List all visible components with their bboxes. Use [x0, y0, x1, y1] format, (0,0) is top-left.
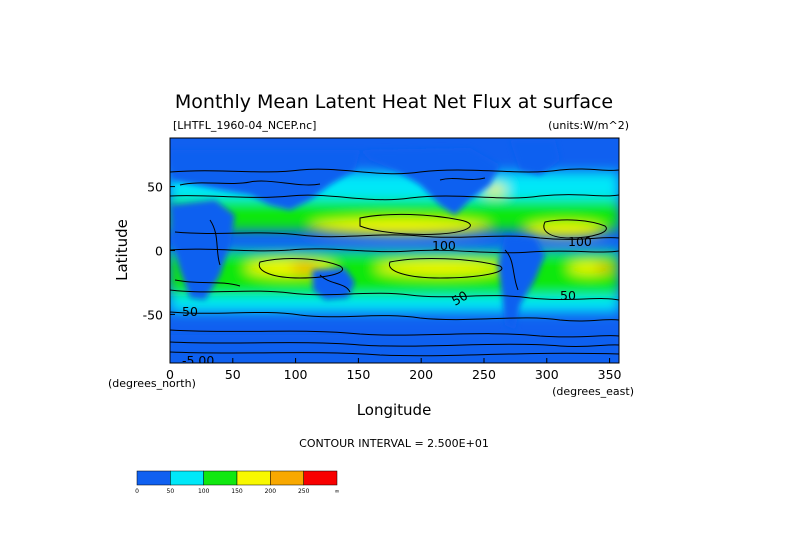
- contour-label: 50: [182, 304, 198, 319]
- yellow-patch-pacific-south: [375, 261, 505, 275]
- colorbar-swatch: [303, 470, 338, 486]
- x-axis-ticks: 0 50 100 150 200 250 300 350: [166, 358, 622, 382]
- colorbar-level-label: 100: [198, 488, 210, 495]
- colorbar-swatch: [170, 470, 204, 486]
- yellow-patch-gulfstream: [483, 185, 507, 195]
- x-tick-label: 50: [225, 367, 241, 382]
- colorbar-swatch: [236, 470, 271, 486]
- x-tick-label: 300: [535, 367, 559, 382]
- colorbar-level-label: 200: [265, 488, 277, 495]
- contour-label: 50: [560, 288, 576, 303]
- y-unit-label: (degrees_north): [108, 377, 196, 390]
- contour-labels: 100 100 50 50 50 -5.00: [182, 234, 592, 368]
- land-greenland: [510, 140, 560, 175]
- units-label: (units:W/m^2): [548, 119, 629, 132]
- colorbar: 0 50 100 150 200 250 ∞: [135, 470, 340, 495]
- x-tick-label: 100: [284, 367, 308, 382]
- green-band-south: [170, 252, 619, 296]
- x-tick-label: 250: [472, 367, 496, 382]
- land-north-america: [360, 148, 500, 215]
- orange-patch-indian: [291, 263, 319, 273]
- colorbar-level-label: 250: [298, 488, 310, 495]
- y-tick-label: -50: [143, 307, 163, 322]
- land-south-america: [498, 235, 545, 330]
- colorbar-swatch: [203, 470, 238, 486]
- colorbar-swatch: [136, 470, 171, 486]
- dataset-label: [LHTFL_1960-04_NCEP.nc]: [173, 119, 316, 132]
- land-antarctica: [170, 335, 619, 363]
- land-africa: [170, 200, 235, 300]
- colorbar-level-label: 150: [231, 488, 243, 495]
- x-axis-label: Longitude: [357, 401, 432, 419]
- y-tick-label: 0: [155, 244, 163, 259]
- x-unit-label: (degrees_east): [552, 385, 634, 398]
- x-tick-label: 200: [409, 367, 433, 382]
- contour-label: 50: [449, 288, 470, 309]
- yellow-patch-pacific-north: [310, 219, 490, 235]
- y-axis-label: Latitude: [113, 219, 131, 281]
- orange-patch-atlantic: [596, 264, 614, 272]
- land-australia: [312, 268, 355, 300]
- x-tick-label: 350: [598, 367, 622, 382]
- contour-interval-text: CONTOUR INTERVAL = 2.500E+01: [299, 437, 489, 450]
- plot-area: 100 100 50 50 50 -5.00: [170, 138, 619, 368]
- y-tick-label: 50: [147, 180, 163, 195]
- colorbar-level-label: 50: [167, 488, 175, 495]
- contour-label: 100: [568, 234, 592, 249]
- chart-title: Monthly Mean Latent Heat Net Flux at sur…: [175, 91, 613, 113]
- contour-label: 100: [432, 238, 456, 253]
- landmasses: [170, 140, 619, 363]
- contour-lines: [170, 168, 619, 357]
- colorbar-level-label: 0: [135, 488, 139, 495]
- contour-label: -5.00: [182, 353, 214, 368]
- x-tick-label: 0: [166, 367, 174, 382]
- yellow-patch-atlantic-north: [525, 223, 605, 237]
- y-axis-ticks: -50 0 50: [143, 180, 175, 322]
- colorbar-level-label: ∞: [335, 488, 340, 495]
- x-tick-label: 150: [346, 367, 370, 382]
- colorbar-swatch: [270, 470, 304, 486]
